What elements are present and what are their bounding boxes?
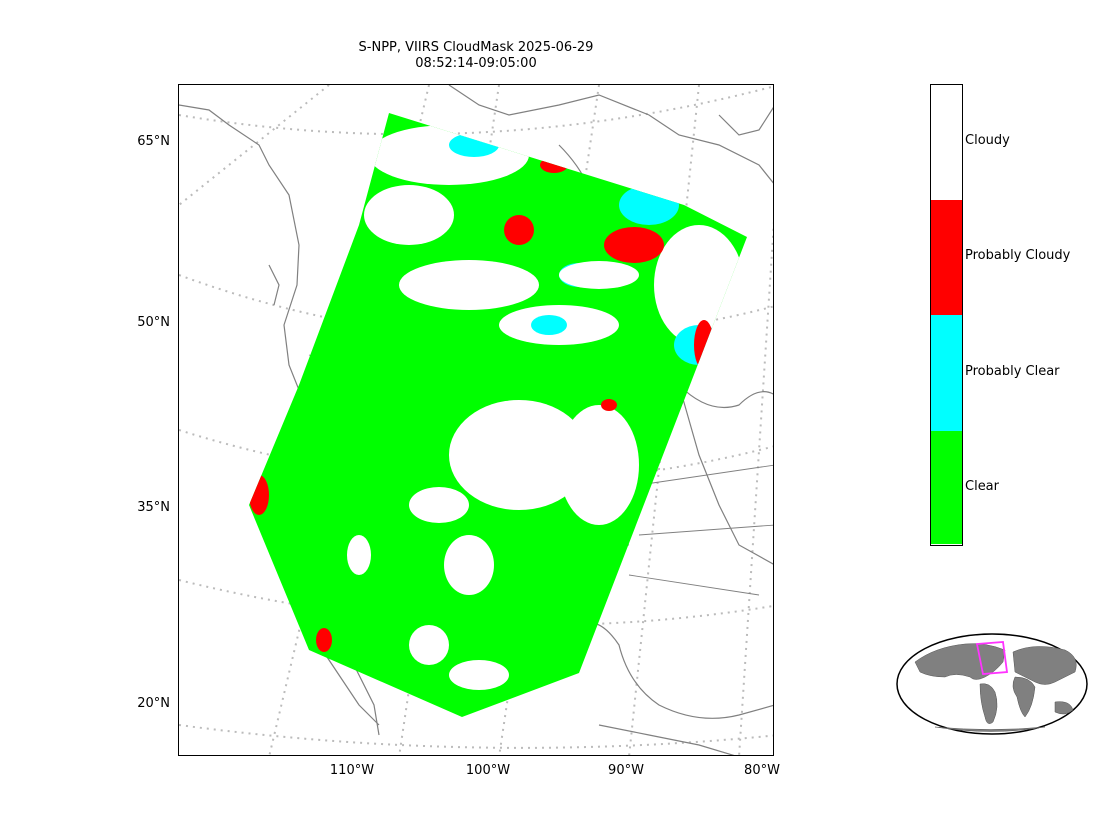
- colorbar-probably-cloudy: [931, 200, 962, 315]
- lon-label-80w: 80°W: [744, 763, 780, 778]
- colorbar-probably-clear: [931, 315, 962, 431]
- cloudmask-swath: [249, 113, 747, 717]
- colorbar-cloudy: [931, 85, 962, 200]
- colorbar: [930, 84, 963, 546]
- colorbar-label-cloudy: Cloudy: [965, 133, 1010, 148]
- world-inset-map: [895, 632, 1089, 736]
- lat-label-50: 50°N: [137, 315, 170, 330]
- cloudmask-map: [179, 85, 773, 755]
- lon-label-100w: 100°W: [465, 763, 511, 778]
- colorbar-label-probably-clear: Probably Clear: [965, 364, 1060, 379]
- lat-label-20: 20°N: [137, 696, 170, 711]
- lat-label-65: 65°N: [137, 134, 170, 149]
- map-panel: [178, 84, 774, 756]
- map-title: S-NPP, VIIRS CloudMask 2025-06-29 08:52:…: [178, 40, 774, 72]
- lon-label-90w: 90°W: [608, 763, 644, 778]
- colorbar-label-probably-cloudy: Probably Cloudy: [965, 248, 1071, 263]
- lat-label-35: 35°N: [137, 500, 170, 515]
- inset-swath-box: [975, 641, 1009, 675]
- title-line-1: S-NPP, VIIRS CloudMask 2025-06-29: [358, 40, 594, 55]
- title-line-2: 08:52:14-09:05:00: [415, 56, 537, 71]
- lake-white: [559, 261, 639, 289]
- colorbar-label-clear: Clear: [965, 479, 999, 494]
- lon-label-110w: 110°W: [329, 763, 375, 778]
- colorbar-clear: [931, 431, 962, 544]
